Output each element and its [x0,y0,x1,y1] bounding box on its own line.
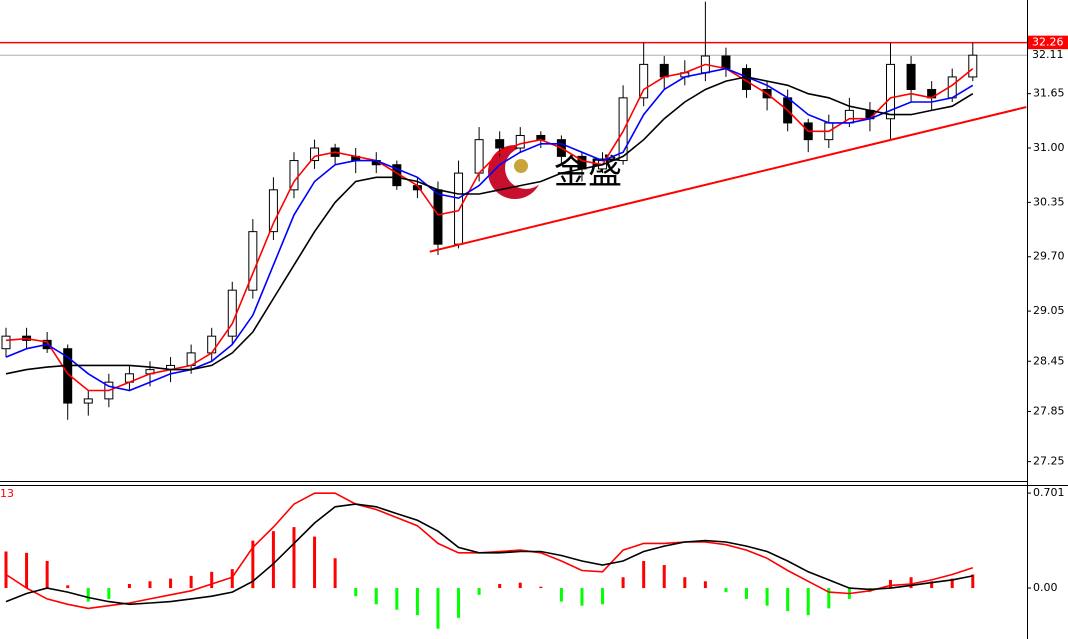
current-label: 32.11 [1032,48,1064,61]
histogram-bar [477,588,481,595]
histogram-bar [765,588,769,606]
histogram-bar [271,531,275,589]
histogram-bar [498,583,502,589]
level-label: 32.26 [1032,36,1064,49]
candle-body [248,231,258,291]
candle-body [289,160,299,191]
histogram-bar [827,588,831,609]
candle-body [906,63,916,90]
histogram-bar [169,578,173,589]
histogram-bar [539,586,543,589]
histogram-bar [66,585,70,589]
histogram-bar [683,577,687,589]
y-tick-label: 28.45 [1033,354,1065,367]
histogram-bar [86,588,90,602]
histogram-bar [415,588,419,616]
histogram-bar [580,588,584,606]
histogram-bar [230,569,234,589]
histogram-bar [251,540,255,589]
y-tick-label: 0.00 [1033,581,1058,594]
histogram-bar [642,560,646,589]
candle-body [207,335,217,354]
candle-body [639,63,649,99]
histogram-bar [436,588,440,629]
histogram-bar [806,588,810,616]
indicator-line [5,63,974,392]
watermark-logo [488,145,547,199]
candle-body [886,63,896,120]
candle-body [310,147,320,162]
y-tick-label: 0.701 [1033,486,1065,499]
candle-body [659,63,669,78]
candle-body [515,134,525,149]
indicator-label: 13 [0,487,14,500]
candle-body [721,55,731,70]
candle-body [968,54,978,78]
histogram-bar [950,578,954,589]
candle-body [618,97,628,162]
candle-body [83,398,93,404]
candle-body [227,289,237,337]
current-label-box [1028,49,1068,62]
histogram-bar [25,552,29,589]
histogram-bar [662,565,666,589]
indicator-line [5,76,974,375]
histogram-bar [786,588,790,612]
histogram-bar [745,588,749,599]
histogram-bar [395,588,399,610]
histogram-bar [4,551,8,589]
histogram-bar [148,581,152,589]
histogram-bar [292,527,296,589]
histogram-bar [107,588,111,599]
histogram-bar [703,581,707,589]
candle-body [1,335,11,350]
y-tick-label: 29.05 [1033,304,1065,317]
indicator-line [5,503,973,606]
y-tick-label: 29.70 [1033,250,1065,263]
histogram-bar [621,577,625,589]
histogram-bar [210,571,214,589]
histogram-bar [971,574,975,589]
histogram-bar [930,581,934,589]
histogram-bar [374,588,378,605]
candle-body [495,139,505,149]
histogram-bar [45,560,49,589]
y-tick-label: 31.00 [1033,141,1065,154]
y-tick-label: 31.65 [1033,87,1065,100]
y-tick-label: 27.25 [1033,455,1065,468]
histogram-bar [333,558,337,589]
candle-body [433,189,443,245]
histogram-bar [559,588,563,602]
histogram-bar [457,588,461,618]
y-tick-label: 30.35 [1033,195,1065,208]
trend-line [429,106,1027,253]
histogram-bar [909,577,913,589]
candle-body [474,139,484,174]
indicator-line [5,67,974,392]
level-label-box [1028,35,1068,50]
histogram-bar [189,575,193,589]
histogram-bar [724,588,728,593]
candle-body [63,348,73,404]
histogram-bar [313,536,317,589]
candle-body [454,172,464,245]
histogram-bar [354,588,358,597]
candle-body [268,189,278,233]
histogram-bar [889,579,893,589]
histogram-bar [127,583,131,589]
histogram-bar [601,588,605,605]
y-tick-label: 27.85 [1033,404,1065,417]
histogram-bar [518,582,522,589]
